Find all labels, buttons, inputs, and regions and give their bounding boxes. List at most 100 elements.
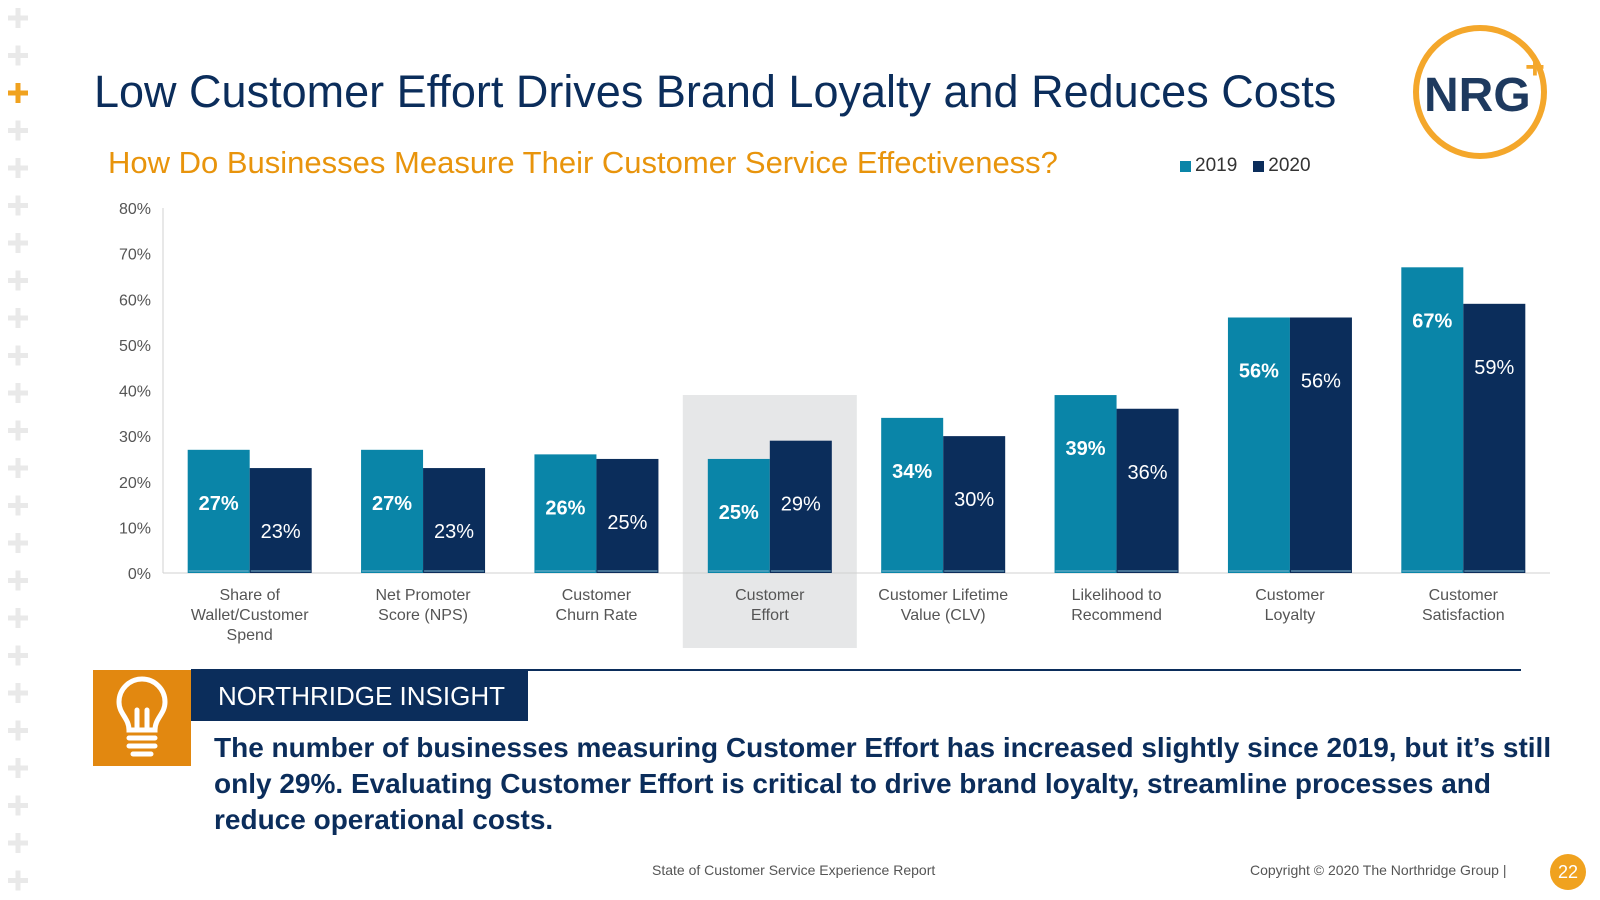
legend-swatch-2020 xyxy=(1253,160,1265,172)
bar-2020 xyxy=(769,440,832,573)
insight-text: The number of businesses measuring Custo… xyxy=(214,732,1552,835)
bar-2019 xyxy=(881,417,944,573)
bar-2019 xyxy=(1054,395,1117,573)
bar-2020 xyxy=(1289,317,1352,573)
plus-mark xyxy=(8,383,28,403)
x-category-label: Spend xyxy=(227,627,273,644)
plus-mark xyxy=(8,8,28,28)
plus-mark xyxy=(8,158,28,178)
bar-2019 xyxy=(187,449,250,573)
plus-mark xyxy=(8,195,28,216)
y-tick-label: 30% xyxy=(119,429,151,446)
data-label-2020: 23% xyxy=(434,521,474,543)
plus-mark xyxy=(8,233,28,253)
y-tick-label: 60% xyxy=(119,292,151,309)
x-category-label: Loyalty xyxy=(1265,607,1316,624)
y-tick-label: 80% xyxy=(119,201,151,218)
plus-mark xyxy=(8,308,28,328)
x-category-label: Net Promoter xyxy=(375,587,471,604)
y-tick-label: 0% xyxy=(128,566,151,583)
x-category-label: Customer Lifetime xyxy=(878,587,1008,604)
x-category-label: Score (NPS) xyxy=(378,607,468,624)
data-label-2019: 25% xyxy=(719,502,759,524)
plus-mark xyxy=(8,720,28,741)
lightbulb-icon xyxy=(116,676,168,757)
x-category-label: Share of xyxy=(219,587,280,604)
x-category-label: Effort xyxy=(751,607,790,624)
data-label-2019: 27% xyxy=(372,493,412,515)
x-category-label: Recommend xyxy=(1071,607,1162,624)
plus-mark xyxy=(8,495,28,516)
logo-plus: + xyxy=(1525,48,1545,86)
bar-2020 xyxy=(1116,408,1179,573)
data-label-2019: 27% xyxy=(199,493,239,515)
legend-label-2020: 2020 xyxy=(1268,155,1311,176)
y-tick-label: 40% xyxy=(119,384,151,401)
data-label-2020: 56% xyxy=(1301,371,1341,393)
x-category-label: Customer xyxy=(735,587,805,604)
data-label-2020: 29% xyxy=(781,494,821,516)
chart-legend: 2019 2020 xyxy=(1180,155,1311,177)
x-category-label: Churn Rate xyxy=(556,607,638,624)
insight-icon-box xyxy=(93,670,191,766)
plus-mark xyxy=(8,120,28,141)
legend-item-2020: 2020 xyxy=(1253,155,1311,177)
plus-mark xyxy=(8,45,28,66)
bar-2019 xyxy=(707,458,770,573)
bar-2020 xyxy=(943,436,1006,573)
logo-ring xyxy=(1413,25,1547,159)
bar-2020 xyxy=(596,458,659,573)
bar-2020 xyxy=(1463,303,1526,573)
x-category-label: Customer xyxy=(1429,587,1499,604)
logo-text: NRG xyxy=(1424,69,1531,122)
data-label-2019: 39% xyxy=(1066,438,1106,460)
plus-mark xyxy=(8,645,28,666)
plus-mark xyxy=(8,683,28,703)
plus-pattern-decoration xyxy=(8,8,28,891)
data-label-2020: 23% xyxy=(261,521,301,543)
x-category-label: Customer xyxy=(1255,587,1325,604)
x-category-label: Likelihood to xyxy=(1072,587,1162,604)
bar-2019 xyxy=(1227,317,1290,573)
page-title: Low Customer Effort Drives Brand Loyalty… xyxy=(94,66,1337,117)
chart-subtitle: How Do Businesses Measure Their Customer… xyxy=(108,145,1058,180)
insight-divider xyxy=(191,669,1521,671)
plus-mark xyxy=(8,608,28,628)
plus-mark xyxy=(8,270,28,291)
y-tick-label: 20% xyxy=(119,475,151,492)
plus-mark xyxy=(8,458,28,478)
x-category-label: Value (CLV) xyxy=(901,607,986,624)
bar-2020 xyxy=(423,468,486,573)
data-label-2019: 56% xyxy=(1239,361,1279,383)
data-label-2020: 25% xyxy=(607,512,647,534)
data-label-2019: 34% xyxy=(892,461,932,483)
legend-swatch-2019 xyxy=(1180,160,1191,172)
x-category-label: Wallet/Customer xyxy=(191,607,309,624)
bar-2019 xyxy=(534,454,597,573)
y-tick-label: 50% xyxy=(119,338,151,355)
x-category-label: Customer xyxy=(562,587,632,604)
bar-chart: 0% 10% 20% 30% 40% 50% 60% 70% 80% 27% 23% Share of… xyxy=(119,201,1550,648)
plus-mark xyxy=(8,420,28,441)
bar-2020 xyxy=(249,468,312,573)
legend-label-2019: 2019 xyxy=(1195,155,1238,176)
plus-mark xyxy=(8,83,28,103)
plus-mark xyxy=(8,570,28,591)
x-category-label: Satisfaction xyxy=(1422,607,1505,624)
bar-2019 xyxy=(361,449,424,573)
legend-item-2019: 2019 xyxy=(1180,155,1237,177)
plus-mark xyxy=(8,795,28,816)
insight-label: NORTHRIDGE INSIGHT xyxy=(191,671,528,721)
plus-mark xyxy=(8,345,28,366)
bar-2019 xyxy=(1401,267,1464,573)
plus-mark xyxy=(8,833,28,853)
plus-mark xyxy=(8,758,28,778)
footer-copyright: Copyright © 2020 The Northridge Group | xyxy=(1250,862,1507,878)
nrg-logo: NRG + xyxy=(1413,25,1547,159)
data-label-2019: 26% xyxy=(545,497,585,519)
y-tick-label: 70% xyxy=(119,247,151,264)
plus-mark xyxy=(8,870,28,891)
footer-report-title: State of Customer Service Experience Rep… xyxy=(652,862,936,878)
page-number-badge: 22 xyxy=(1550,854,1586,890)
data-label-2020: 30% xyxy=(954,489,994,511)
